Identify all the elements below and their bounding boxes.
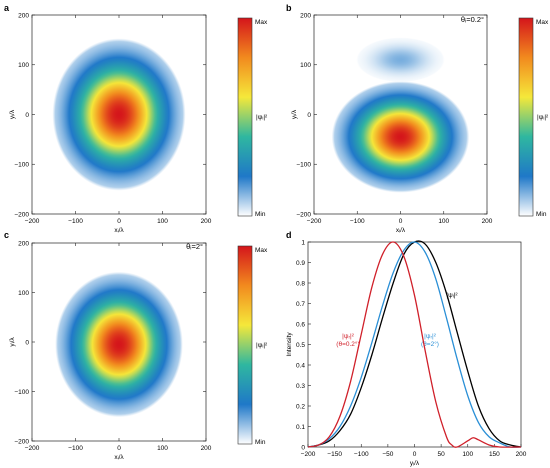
heatmap-panel-c: −200 −100 0 100 200 −200 −100 0 100 200 xᵢ/λ yᵢ/λ Ma… — [9, 240, 268, 461]
y-tick-label: 0 — [301, 444, 305, 451]
y-tick-label: 0.1 — [296, 424, 305, 431]
y-tick-label: 0.5 — [296, 342, 305, 349]
x-tick-label: 200 — [201, 445, 212, 452]
intensity-spot — [52, 38, 186, 191]
intensity-spot — [55, 271, 183, 418]
x-tick-label: 0 — [117, 218, 121, 225]
series-label: |ψᵣ|² — [424, 333, 437, 340]
y-tick-label: −200 — [14, 211, 29, 218]
x-tick-label: −200 — [301, 451, 316, 458]
panel-label-a: a — [4, 3, 10, 13]
colorbar-quantity-label: |ψᵢ|² — [256, 342, 268, 349]
colorbar-max-label: Max — [255, 19, 268, 26]
x-axis-label: xᵢ/λ — [396, 227, 406, 234]
heatmap-field — [331, 37, 470, 193]
y-tick-label: 0.8 — [296, 280, 305, 287]
colorbar — [518, 17, 534, 217]
y-tick-label: 200 — [18, 240, 29, 247]
y-axis-label: yᵢ/λ — [291, 109, 298, 119]
y-tick-label: −100 — [14, 162, 29, 169]
x-tick-label: −50 — [382, 451, 393, 458]
x-tick-label: 100 — [462, 451, 473, 458]
x-tick-label: 50 — [438, 451, 446, 458]
x-tick-label: 0 — [413, 451, 417, 458]
y-tick-label: 0.9 — [296, 260, 305, 267]
x-tick-label: 0 — [399, 218, 403, 225]
x-tick-label: 200 — [482, 218, 493, 225]
colorbar-min-label: Min — [536, 211, 547, 218]
x-tick-label: 200 — [201, 218, 212, 225]
heatmap-field — [55, 271, 183, 418]
y-axis-label: Intensity — [286, 332, 293, 357]
series-label: (θ=2°) — [421, 340, 439, 348]
panel-label-b: b — [286, 3, 292, 13]
y-axis-label: yᵢ/λ — [9, 109, 16, 119]
colorbar-max-label: Max — [255, 247, 268, 254]
x-tick-label: −150 — [327, 451, 342, 458]
heatmap-panel-a: −200 −100 0 100 200 −200 −100 0 100 200 xᵢ/λ yᵢ/λ Ma… — [9, 12, 268, 234]
y-tick-label: 0 — [25, 112, 29, 119]
colorbar-quantity-label: |ψᵢ|² — [537, 114, 549, 121]
y-tick-label: 100 — [300, 62, 311, 69]
intensity-spot — [331, 81, 470, 193]
x-tick-label: 150 — [489, 451, 500, 458]
intensity-spot — [356, 37, 445, 83]
x-tick-label: −100 — [350, 218, 365, 225]
x-tick-label: −200 — [307, 218, 322, 225]
colorbar — [237, 245, 253, 445]
series-line — [307, 241, 522, 448]
x-tick-label: −100 — [354, 451, 369, 458]
y-tick-label: 0.3 — [296, 383, 305, 390]
series-line — [307, 241, 522, 448]
line-chart-panel-d: −200 −150 −100 −50 0 50 100 150 200 0 0.1 0.2 0.3 0.4… — [286, 239, 527, 467]
x-tick-label: −200 — [25, 218, 40, 225]
x-tick-label: 100 — [157, 218, 168, 225]
colorbar-min-label: Min — [255, 211, 266, 218]
colorbar-quantity-label: |ψᵢ|² — [256, 114, 268, 121]
x-axis-label: xᵢ/λ — [114, 454, 124, 461]
y-tick-label: 0.4 — [296, 362, 305, 369]
x-axis-label: xᵢ/λ — [114, 227, 124, 234]
x-tick-label: 100 — [157, 445, 168, 452]
x-tick-label: 0 — [117, 445, 121, 452]
y-tick-label: 100 — [18, 290, 29, 297]
series-label: |ψᵢ|² — [446, 292, 458, 299]
colorbar — [237, 17, 253, 217]
colorbar-min-label: Min — [255, 439, 266, 446]
heatmap-panel-b: −200 −100 0 100 200 −200 −100 0 100 200 xᵢ/λ yᵢ/λ Ma… — [291, 12, 549, 234]
y-axis-label: yᵢ/λ — [9, 337, 16, 347]
panel-b-annotation: θᵢ=0.2° — [461, 15, 484, 24]
colorbar-max-label: Max — [536, 19, 549, 26]
x-tick-label: −200 — [25, 445, 40, 452]
y-tick-label: −200 — [14, 438, 29, 445]
y-tick-label: 200 — [18, 12, 29, 19]
y-tick-label: 100 — [18, 62, 29, 69]
panel-label-d: d — [286, 230, 292, 240]
x-tick-label: 100 — [438, 218, 449, 225]
panel-c-annotation: θᵢ=2° — [186, 242, 203, 251]
series-label: |ψᵣ|² — [342, 333, 355, 340]
y-tick-label: 0 — [307, 112, 311, 119]
y-tick-label: 1 — [301, 239, 305, 246]
y-tick-label: 0 — [25, 339, 29, 346]
y-tick-label: −100 — [14, 389, 29, 396]
y-tick-label: −100 — [296, 162, 311, 169]
panel-label-c: c — [4, 230, 9, 240]
x-tick-label: −100 — [68, 218, 83, 225]
x-tick-label: −100 — [68, 445, 83, 452]
x-tick-label: 200 — [516, 451, 527, 458]
series-label: (θ=0.2°) — [336, 340, 359, 348]
y-tick-label: 200 — [300, 12, 311, 19]
x-axis-label: yᵢ/λ — [410, 460, 420, 467]
y-tick-label: −200 — [296, 211, 311, 218]
y-tick-label: 0.6 — [296, 321, 305, 328]
heatmap-field — [52, 38, 186, 191]
y-tick-label: 0.7 — [296, 301, 305, 308]
y-tick-label: 0.2 — [296, 403, 305, 410]
